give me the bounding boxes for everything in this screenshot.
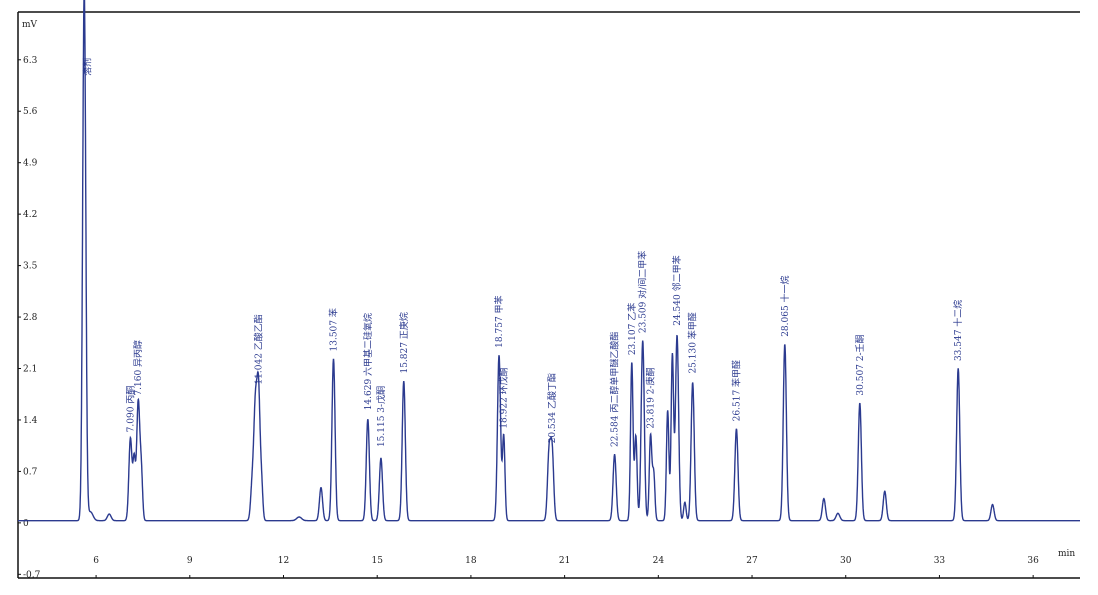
peak-label: 15.827 正庚烷 — [398, 312, 410, 373]
y-tick-label: 6.3 — [23, 56, 38, 66]
x-tick-label: 6 — [93, 556, 99, 566]
peak-labels: 溶剂 7.090 丙酮7.160 异丙醇 11.042 乙酸乙酯 13.507 苯 14… — [81, 58, 964, 447]
peak-label: 28.065 十一烷 — [779, 275, 791, 336]
x-axis: 6 9 12 15 18 21 24 27 30 33 36 — [93, 556, 1039, 578]
x-tick-label: 21 — [559, 556, 570, 566]
peak-label: 24.540 邻二甲苯 — [671, 255, 683, 325]
x-tick-label: 36 — [1027, 556, 1039, 566]
peak-label: 11.042 乙酸乙酯 — [254, 314, 265, 384]
peak-label: 30.507 2-壬酮 — [855, 334, 866, 395]
y-axis-unit-label: mV — [22, 20, 38, 30]
x-axis-unit-label: min — [1058, 549, 1075, 559]
y-tick-label: 0.7 — [23, 467, 38, 477]
peak-label: 23.819 2-庚酮 — [645, 368, 657, 429]
peak-label: 7.160 异丙醇 — [132, 340, 144, 396]
x-tick-label: 30 — [840, 556, 852, 566]
peak-label: 23.509 对/间二甲苯 — [637, 251, 649, 333]
x-tick-label: 9 — [187, 556, 193, 566]
y-tick-label: 1.4 — [23, 416, 38, 426]
x-tick-label: 15 — [371, 556, 383, 566]
x-tick-label: 18 — [465, 556, 477, 566]
peak-label: 14.629 六甲基二硅氧烷 — [362, 313, 374, 410]
peak-label: 7.090 丙酮 — [125, 386, 136, 433]
chromatogram-trace — [18, 0, 1080, 522]
peak-label: 18.757 甲苯 — [493, 295, 505, 347]
y-tick-label: 3.5 — [23, 262, 38, 272]
peak-label: 18.922 环戊酮 — [498, 367, 510, 428]
x-tick-label: 24 — [653, 556, 665, 566]
peak-label: 13.507 苯 — [327, 308, 339, 351]
x-tick-label: 33 — [934, 556, 946, 566]
y-tick-label: 4.9 — [23, 159, 38, 169]
peak-label: 溶剂 — [81, 58, 93, 76]
plot-frame — [17, 11, 1080, 579]
peak-label: 15.115 3-戊酮 — [375, 386, 387, 447]
peak-label: 25.130 苯甲醛 — [687, 312, 699, 373]
x-tick-label: 27 — [746, 556, 758, 566]
peak-label: 26.517 苯甲醛 — [730, 360, 742, 421]
y-tick-label: -0.7 — [23, 570, 41, 580]
x-tick-label: 12 — [278, 556, 289, 566]
peak-label: 23.107 乙苯 — [626, 303, 638, 355]
y-tick-label: 2.8 — [23, 313, 38, 323]
y-tick-label: 0 — [23, 519, 29, 529]
y-tick-label: 4.2 — [23, 210, 37, 220]
peak-label: 22.584 丙二醇单甲醚乙酸酯 — [609, 332, 621, 447]
y-axis: -0.7 0 0.7 1.4 2.1 2.8 3.5 4.2 4.9 5.6 6.3 — [18, 56, 41, 580]
y-tick-label: 2.1 — [23, 365, 37, 375]
peak-label: 20.534 乙酸丁酯 — [547, 373, 558, 443]
peak-label: 33.547 十二烷 — [952, 300, 964, 361]
y-tick-label: 5.6 — [23, 107, 38, 117]
